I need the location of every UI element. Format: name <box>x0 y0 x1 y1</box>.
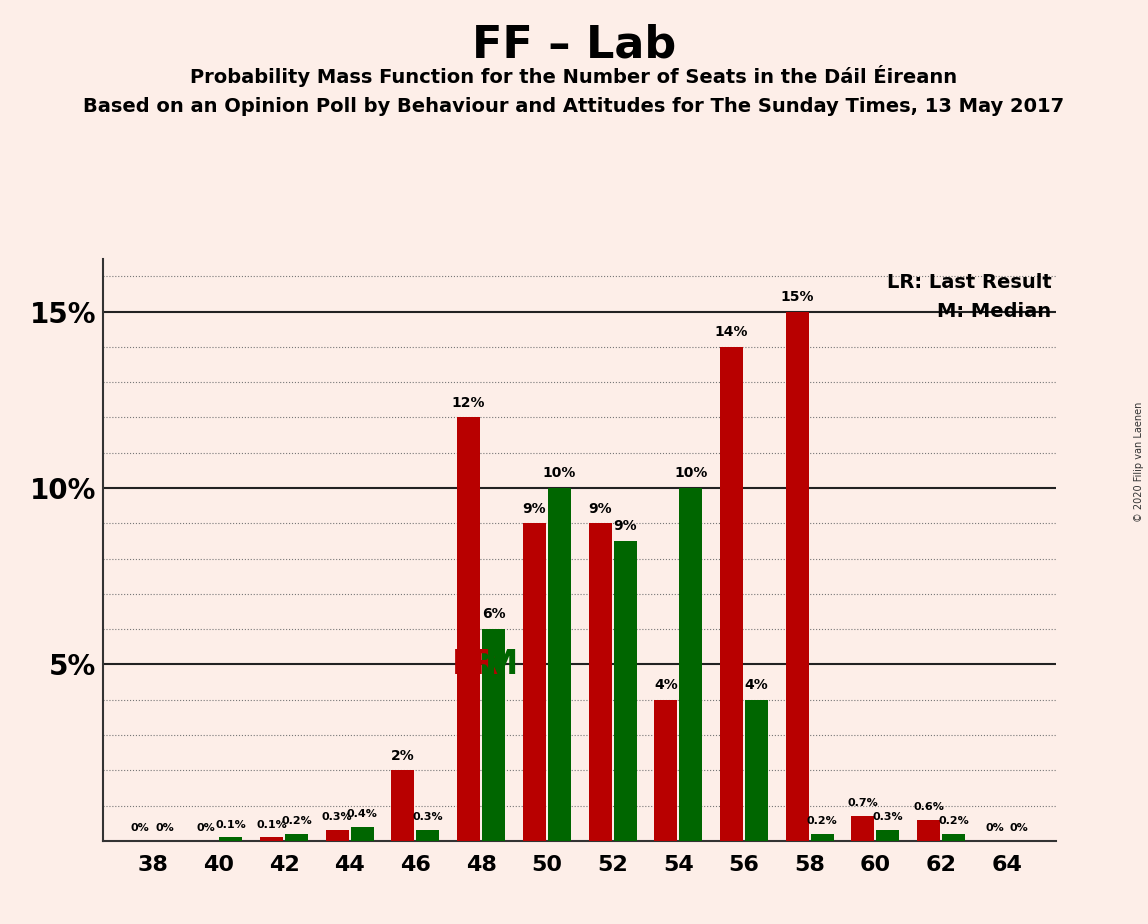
Text: 0.1%: 0.1% <box>216 820 246 830</box>
Text: 9%: 9% <box>613 519 637 533</box>
Bar <box>261 837 284 841</box>
Bar <box>457 418 480 841</box>
Text: 0.2%: 0.2% <box>807 816 838 826</box>
Text: 0.3%: 0.3% <box>321 812 352 822</box>
Bar <box>745 699 768 841</box>
Text: 0%: 0% <box>156 823 174 833</box>
Text: 0.7%: 0.7% <box>847 798 878 808</box>
Text: 12%: 12% <box>452 395 486 409</box>
Bar <box>876 831 899 841</box>
Bar <box>810 833 833 841</box>
Text: 0%: 0% <box>985 823 1003 833</box>
Text: M: M <box>486 648 519 681</box>
Bar <box>285 833 308 841</box>
Bar <box>589 523 612 841</box>
Text: FF – Lab: FF – Lab <box>472 23 676 67</box>
Bar <box>417 831 440 841</box>
Bar <box>351 827 374 841</box>
Text: 10%: 10% <box>674 467 707 480</box>
Text: 4%: 4% <box>654 678 677 692</box>
Text: 0%: 0% <box>1010 823 1029 833</box>
Text: 2%: 2% <box>391 748 414 762</box>
Text: 9%: 9% <box>522 502 546 516</box>
Bar <box>326 831 349 841</box>
Text: 0.4%: 0.4% <box>347 809 378 819</box>
Text: 0.2%: 0.2% <box>281 816 312 826</box>
Text: LR: LR <box>452 648 499 681</box>
Bar <box>482 629 505 841</box>
Text: 9%: 9% <box>588 502 612 516</box>
Text: 10%: 10% <box>543 467 576 480</box>
Text: Based on an Opinion Poll by Behaviour and Attitudes for The Sunday Times, 13 May: Based on an Opinion Poll by Behaviour an… <box>84 97 1064 116</box>
Bar <box>680 488 703 841</box>
Text: 0.6%: 0.6% <box>914 802 944 812</box>
Text: Probability Mass Function for the Number of Seats in the Dáil Éireann: Probability Mass Function for the Number… <box>191 65 957 87</box>
Bar <box>548 488 571 841</box>
Text: 0.1%: 0.1% <box>256 820 287 830</box>
Text: M: Median: M: Median <box>937 302 1052 322</box>
Text: 0.3%: 0.3% <box>872 812 903 822</box>
Bar <box>522 523 546 841</box>
Text: © 2020 Filip van Laenen: © 2020 Filip van Laenen <box>1134 402 1143 522</box>
Text: 6%: 6% <box>482 607 505 622</box>
Bar <box>785 311 808 841</box>
Bar <box>720 346 743 841</box>
Bar <box>654 699 677 841</box>
Text: 0.2%: 0.2% <box>938 816 969 826</box>
Bar <box>613 541 637 841</box>
Text: LR: Last Result: LR: Last Result <box>886 274 1052 292</box>
Text: 0%: 0% <box>131 823 149 833</box>
Text: 0.3%: 0.3% <box>412 812 443 822</box>
Bar <box>943 833 965 841</box>
Text: 4%: 4% <box>745 678 768 692</box>
Bar <box>852 816 875 841</box>
Bar <box>917 820 940 841</box>
Text: 15%: 15% <box>781 290 814 304</box>
Bar <box>391 771 414 841</box>
Bar <box>219 837 242 841</box>
Text: 14%: 14% <box>715 325 748 339</box>
Text: 0%: 0% <box>196 823 215 833</box>
